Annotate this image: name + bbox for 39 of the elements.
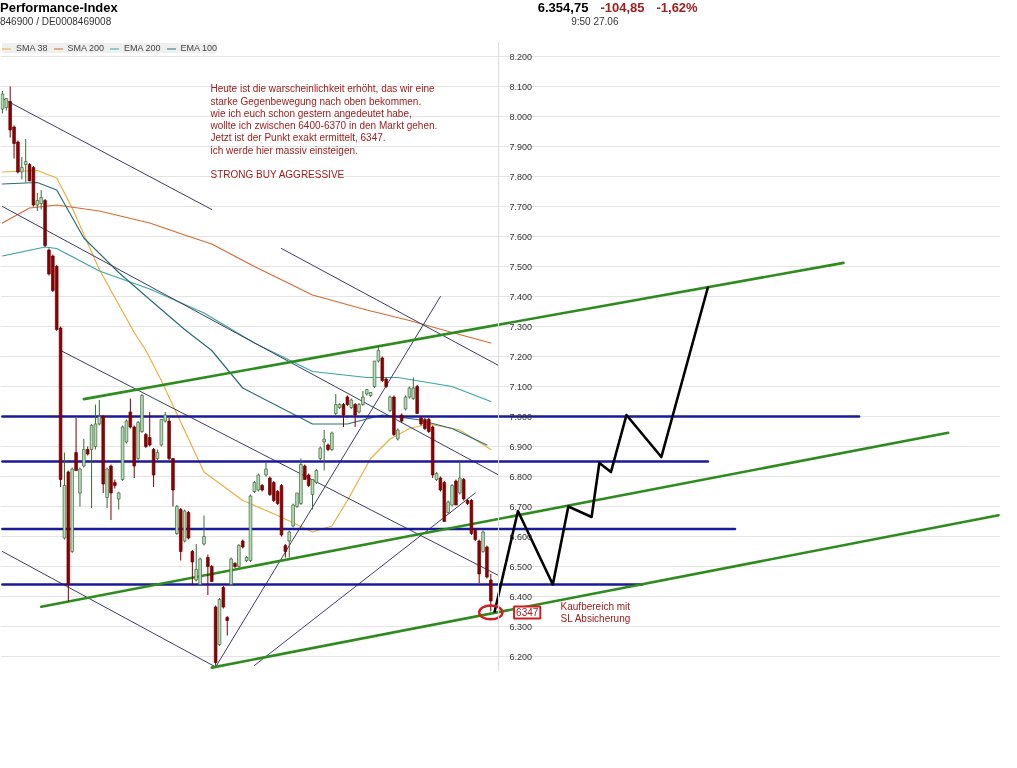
y-tick-label: 7.400 (509, 291, 533, 302)
legend-label: EMA 100 (180, 43, 218, 53)
text: -1,62% (656, 0, 698, 15)
y-tick-label: 6.200 (509, 651, 533, 662)
y-tick-label: 6.700 (509, 501, 533, 512)
y-tick-label: 6.800 (509, 471, 533, 482)
annotation: wollte ich zwischen 6400-6370 in den Markt gehen. (209, 120, 438, 132)
y-tick-label: 8.100 (509, 81, 533, 92)
chart-subtitle: 846900 / DE0008469008 (0, 16, 112, 28)
annotation: SL Absicherung (560, 613, 631, 625)
y-tick-label: 6.400 (509, 591, 533, 602)
y-tick-label: 7.700 (509, 201, 533, 212)
y-tick-label: 6.300 (509, 621, 533, 632)
annotation: Jetzt ist der Punkt exakt ermittelt, 6347. (210, 132, 386, 144)
y-tick-label: 8.000 (509, 111, 533, 122)
annotation: 6347 (516, 607, 539, 619)
annotation: ich werde hier massiv einsteigen. (210, 144, 358, 156)
legend-label: EMA 200 (124, 43, 161, 53)
y-tick-label: 7.100 (509, 381, 533, 392)
annotation: wie ich euch schon gestern angedeutet habe, (209, 107, 412, 119)
legend-label: SMA 200 (67, 43, 105, 53)
y-tick-label: 7.900 (509, 141, 533, 152)
annotation: starke Gegenbewegung nach oben bekommen. (210, 95, 422, 107)
annotation: STRONG BUY AGGRESSIVE (210, 169, 345, 181)
text: 9:50 27.06 (571, 16, 619, 28)
chart-title: Performance-Index (0, 0, 118, 15)
y-tick-label: 7.600 (509, 231, 533, 242)
y-tick-label: 6.900 (509, 441, 533, 452)
y-tick-label: 7.300 (509, 321, 533, 332)
text: 6.354,75 (537, 0, 589, 15)
legend-label: SMA 38 (16, 43, 48, 53)
y-tick-label: 7.200 (509, 351, 533, 362)
text: -104,85 (600, 0, 645, 15)
y-tick-label: 6.500 (509, 561, 533, 572)
y-tick-label: 8.200 (509, 51, 533, 62)
y-tick-label: 7.500 (509, 261, 533, 272)
annotation: Heute ist die warscheinlichkeit erhöht, das wir eine (210, 83, 435, 95)
y-tick-label: 7.800 (509, 171, 533, 182)
annotation: Kaufbereich mit (560, 600, 631, 612)
